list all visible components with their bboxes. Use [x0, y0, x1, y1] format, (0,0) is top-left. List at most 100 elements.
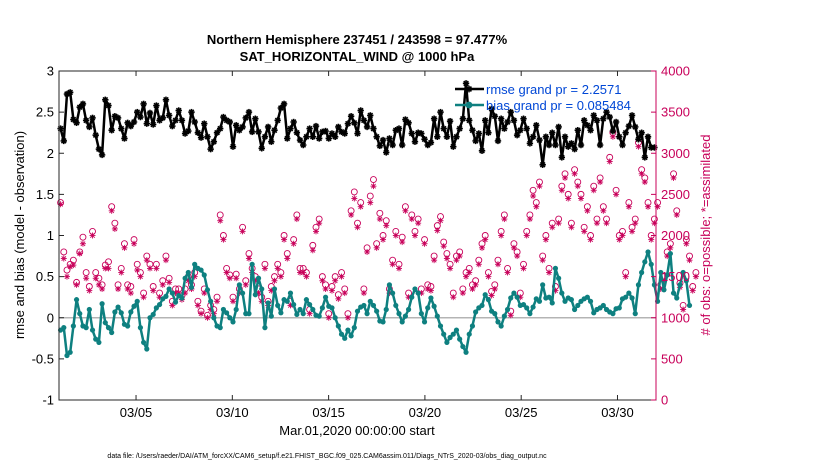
- obs-assimilated-point: [514, 253, 521, 260]
- obs-assimilated-point: [166, 279, 173, 286]
- y-tick-label: 3: [47, 64, 54, 79]
- rmse-point: [383, 149, 390, 156]
- legend-rmse-label: rmse grand pr = 2.2571: [486, 82, 622, 97]
- rmse-point: [373, 133, 380, 140]
- obs-assimilated-point: [450, 294, 457, 301]
- obs-assimilated-point: [635, 143, 642, 150]
- bias-point: [338, 331, 345, 337]
- rmse-point: [226, 118, 233, 126]
- obs-assimilated-point: [312, 228, 319, 235]
- obs-assimilated-point: [95, 281, 102, 288]
- bias-point: [463, 349, 469, 355]
- x-tick-label: 03/15: [312, 405, 345, 420]
- obs-assimilated-point: [76, 250, 83, 257]
- rmse-point: [86, 123, 93, 131]
- x-tick-label: 03/25: [505, 405, 538, 420]
- obs-assimilated-point: [680, 306, 687, 313]
- obs-assimilated-point: [437, 217, 444, 224]
- obs-assimilated-point: [284, 255, 291, 262]
- rmse-point: [290, 118, 297, 126]
- rmse-point: [625, 122, 633, 130]
- obs-assimilated-point: [667, 244, 674, 251]
- obs-assimilated-point: [153, 265, 160, 272]
- obs-assimilated-point: [530, 193, 537, 200]
- rmse-point: [478, 147, 486, 154]
- rmse-point: [70, 116, 77, 123]
- obs-assimilated-point: [293, 216, 300, 223]
- rmse-point: [568, 140, 575, 147]
- rmse-point: [485, 129, 492, 136]
- bias-point: [571, 306, 578, 313]
- obs-assimilated-point: [223, 269, 230, 276]
- obs-assimilated-point: [99, 285, 106, 292]
- rmse-point: [632, 123, 639, 131]
- bias-point: [428, 295, 434, 301]
- rmse-point: [501, 125, 508, 132]
- obs-assimilated-point: [482, 236, 489, 243]
- obs-assimilated-point: [226, 275, 233, 282]
- bias-point: [562, 298, 568, 304]
- rmse-point: [513, 131, 521, 139]
- rmse-point: [638, 129, 645, 136]
- y2-axis-label: # of obs: o=possible; *=assimilated: [698, 135, 713, 336]
- obs-assimilated-point: [217, 217, 224, 224]
- bias-point: [559, 290, 565, 296]
- obs-assimilated-point: [108, 207, 115, 214]
- y-tick-label: 2: [47, 146, 54, 161]
- bias-point: [224, 310, 230, 316]
- rmse-point: [456, 125, 463, 132]
- rmse-point: [510, 117, 518, 124]
- obs-assimilated-point: [194, 302, 201, 309]
- rmse-point: [475, 130, 483, 137]
- bias-point: [469, 323, 476, 329]
- obs-assimilated-point: [565, 195, 572, 202]
- obs-assimilated-point: [214, 298, 221, 305]
- bias-point: [508, 295, 514, 301]
- bias-point: [70, 323, 76, 329]
- obs-assimilated-point: [597, 179, 604, 186]
- obs-assimilated-point: [411, 232, 418, 239]
- obs-assimilated-point: [622, 273, 629, 280]
- obs-assimilated-point: [351, 195, 358, 202]
- bias-point: [390, 290, 396, 296]
- legend-rmse-star: [465, 85, 473, 93]
- bias-point: [118, 310, 124, 316]
- rmse-point: [165, 112, 173, 119]
- obs-assimilated-point: [115, 285, 122, 292]
- rmse-point: [303, 133, 310, 140]
- obs-assimilated-point: [300, 269, 307, 276]
- rmse-point: [140, 100, 147, 108]
- rmse-point: [98, 151, 106, 159]
- bias-point: [421, 319, 428, 325]
- x-tick-label: 03/20: [409, 405, 442, 420]
- obs-assimilated-point: [463, 273, 470, 280]
- obs-assimilated-point: [373, 244, 380, 251]
- obs-assimilated-point: [469, 285, 476, 292]
- obs-assimilated-point: [434, 227, 441, 234]
- rmse-point: [593, 117, 601, 124]
- obs-assimilated-point: [459, 290, 466, 297]
- bias-point: [393, 302, 399, 309]
- bias-point: [185, 269, 191, 276]
- bias-point: [287, 290, 294, 296]
- series-layer: [57, 80, 693, 359]
- obs-assimilated-point: [118, 269, 125, 276]
- rmse-point: [102, 96, 109, 103]
- bias-point: [661, 287, 667, 293]
- y-tick-label: 0.5: [36, 269, 54, 284]
- y2-tick-label: 3000: [661, 146, 690, 161]
- obs-assimilated-point: [383, 222, 390, 229]
- bias-point: [134, 298, 140, 304]
- bias-point: [300, 311, 306, 317]
- bias-point: [284, 298, 290, 304]
- bias-point: [383, 306, 389, 313]
- bias-point: [179, 295, 185, 301]
- rmse-point: [459, 115, 467, 122]
- bias-point: [83, 325, 89, 331]
- bias-point: [150, 311, 156, 318]
- bias-point: [367, 298, 373, 304]
- y2-tick-label: 2500: [661, 187, 690, 202]
- rmse-point: [351, 119, 358, 127]
- rmse-point: [603, 108, 610, 116]
- obs-assimilated-point: [562, 174, 569, 181]
